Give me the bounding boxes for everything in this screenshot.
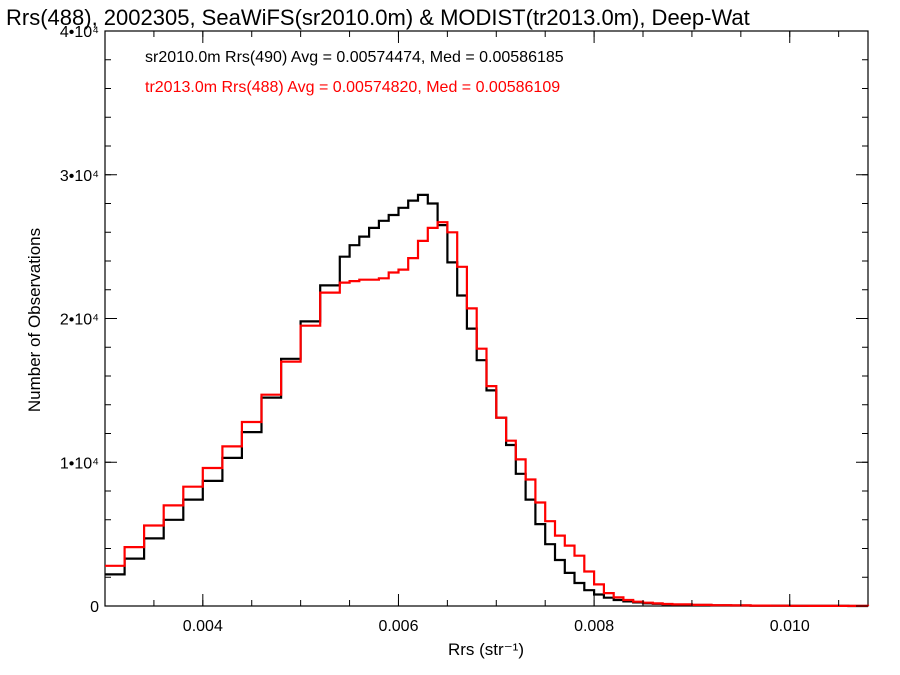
chart-title: Rrs(488), 2002305, SeaWiFS(sr2010.0m) & … — [6, 5, 750, 30]
x-tick-label: 0.008 — [574, 618, 614, 635]
y-axis-label: Number of Observations — [25, 228, 44, 412]
y-tick-label: 4•10⁴ — [60, 24, 99, 41]
legend-entry-1: sr2010.0m Rrs(490) Avg = 0.00574474, Med… — [145, 49, 564, 66]
legend-entry-2: tr2013.0m Rrs(488) Avg = 0.00574820, Med… — [145, 79, 560, 96]
x-axis-label: Rrs (str⁻¹) — [448, 640, 524, 659]
axis-ticks: 0.004 0.006 0.008 0.010 0 1•10⁴ 2•10⁴ 3•10⁴ 4•10… — [60, 24, 868, 635]
x-tick-label: 0.006 — [378, 618, 418, 635]
x-tick-label: 0.004 — [183, 618, 223, 635]
y-tick-label: 3•10⁴ — [60, 168, 99, 185]
y-tick-label: 1•10⁴ — [60, 455, 99, 472]
x-tick-label: 0.010 — [770, 618, 810, 635]
series-line-2 — [105, 221, 870, 607]
y-tick-label: 2•10⁴ — [60, 312, 99, 329]
series-group — [105, 193, 870, 608]
y-tick-label: 0 — [90, 599, 99, 616]
plot-area: 0.004 0.006 0.008 0.010 0 1•10⁴ 2•10⁴ 3•10⁴ 4•10… — [60, 24, 870, 635]
